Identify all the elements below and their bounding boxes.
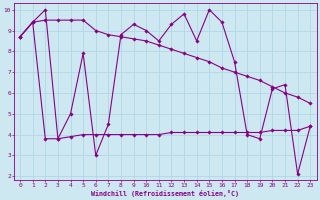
X-axis label: Windchill (Refroidissement éolien,°C): Windchill (Refroidissement éolien,°C) bbox=[91, 190, 239, 197]
